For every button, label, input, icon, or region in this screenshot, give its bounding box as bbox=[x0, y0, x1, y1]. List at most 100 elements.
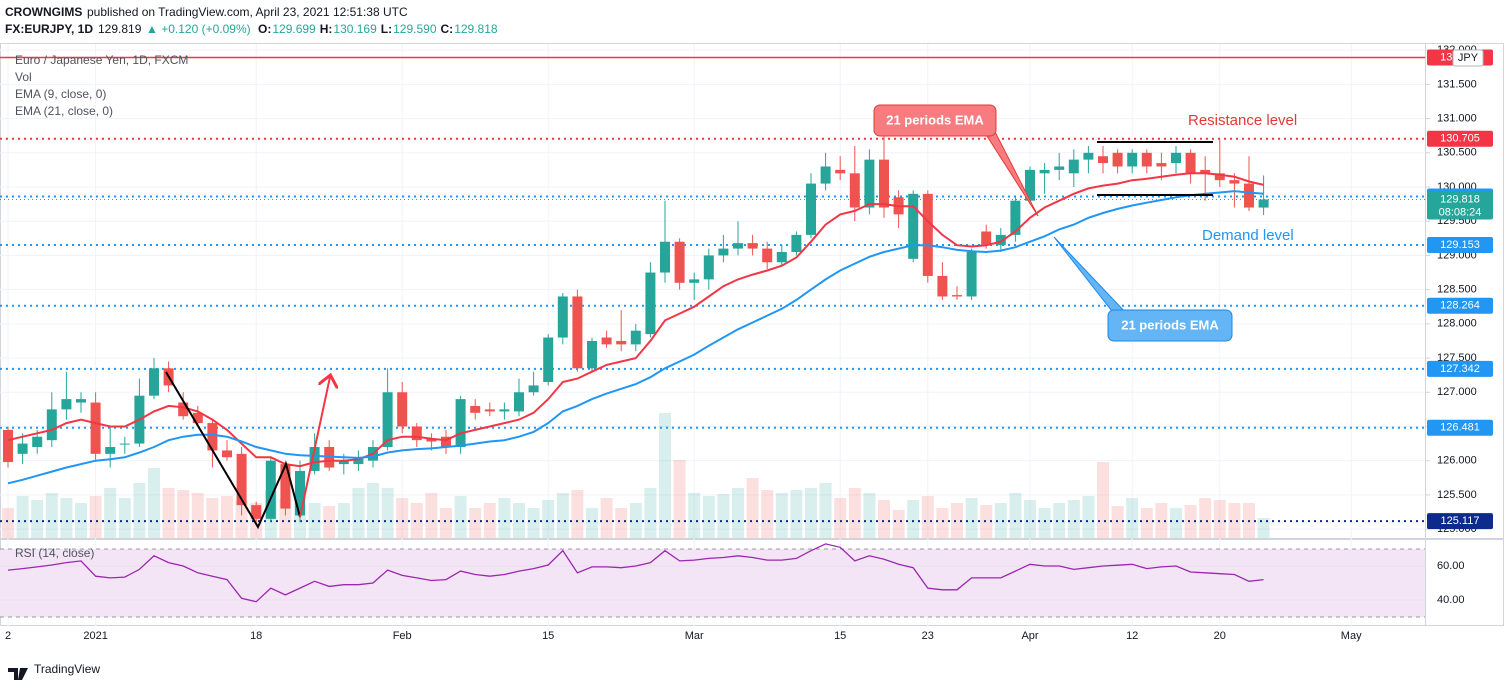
volume-bar bbox=[951, 503, 963, 538]
candle-body bbox=[703, 255, 714, 280]
volume-bar bbox=[352, 488, 365, 538]
candle-body bbox=[937, 275, 948, 297]
volume-bar bbox=[396, 498, 409, 538]
volume-bar bbox=[805, 488, 817, 538]
candle-body bbox=[1083, 152, 1094, 160]
candle-body bbox=[1258, 199, 1269, 208]
candle-body bbox=[353, 457, 364, 465]
candle-body bbox=[1054, 166, 1065, 170]
volume-bar bbox=[16, 496, 29, 538]
candle-body bbox=[178, 402, 189, 417]
candle-body bbox=[397, 392, 408, 427]
y-tick-label: 127.000 bbox=[1437, 386, 1477, 398]
volume-bar bbox=[848, 488, 861, 538]
candle-body bbox=[499, 409, 510, 412]
volume-bar bbox=[425, 493, 438, 538]
candle-body bbox=[820, 166, 831, 184]
volume-bar bbox=[921, 496, 934, 538]
volume-bar bbox=[878, 500, 890, 538]
price-level-label: 130.705 bbox=[1440, 133, 1480, 145]
callout-box bbox=[1107, 309, 1233, 342]
candle-body bbox=[441, 436, 451, 447]
rsi-line bbox=[7, 543, 1264, 603]
volume-bar bbox=[629, 503, 642, 538]
legend-ema: EMA (21, close, 0) bbox=[15, 104, 113, 118]
candle-body bbox=[61, 399, 72, 410]
x-tick-label: 12 bbox=[1126, 630, 1138, 642]
volume-bar bbox=[1170, 508, 1182, 538]
candle-body bbox=[1039, 169, 1050, 174]
volume-bar bbox=[118, 498, 131, 538]
drawings bbox=[165, 104, 1233, 530]
ohlc-value: 129.818 bbox=[454, 22, 498, 36]
candle-body bbox=[382, 392, 393, 447]
price-level-label: 129.153 bbox=[1440, 239, 1480, 251]
price-level-tag bbox=[1427, 236, 1493, 253]
volume-bar bbox=[162, 488, 175, 538]
volume-bar bbox=[1199, 498, 1212, 538]
candle-body bbox=[849, 173, 860, 208]
candle-body bbox=[718, 248, 729, 256]
volume-bar bbox=[89, 496, 102, 538]
candle-body bbox=[908, 193, 919, 259]
ohlc-value: 129.590 bbox=[393, 22, 437, 36]
volume-bar bbox=[221, 496, 233, 538]
volume-bar bbox=[907, 500, 920, 538]
candle-body bbox=[207, 423, 218, 451]
candle-body bbox=[32, 436, 43, 447]
candle-body bbox=[776, 252, 787, 263]
price-level-tag bbox=[1427, 419, 1493, 436]
annotation: Demand level bbox=[1202, 227, 1294, 244]
volume-bar bbox=[1053, 503, 1066, 538]
x-tick-label: May bbox=[1341, 630, 1362, 642]
candle-body bbox=[1185, 152, 1196, 174]
volume-bar bbox=[1213, 500, 1226, 538]
volume-bar bbox=[644, 488, 657, 538]
y-tick-label: 130.500 bbox=[1437, 147, 1477, 159]
candle-body bbox=[601, 337, 612, 345]
volume-bar bbox=[586, 508, 598, 538]
candle-body bbox=[587, 340, 597, 369]
candle-body bbox=[1141, 152, 1152, 167]
candle-body bbox=[543, 337, 554, 382]
y-tick-label: 125.500 bbox=[1437, 489, 1477, 501]
volume-bar bbox=[60, 498, 73, 538]
candle-body bbox=[17, 443, 28, 454]
volume-bar bbox=[556, 493, 569, 538]
volume-bar bbox=[206, 498, 219, 538]
volume-bar bbox=[761, 490, 774, 538]
ema-line bbox=[7, 190, 1264, 485]
annotation: Resistance level bbox=[1188, 112, 1297, 129]
volume-bar bbox=[980, 505, 993, 538]
y-tick-label: 131.000 bbox=[1437, 112, 1477, 124]
x-tick-label: Mar bbox=[685, 630, 704, 642]
volume-bar bbox=[1184, 505, 1197, 538]
ohlc-value: 129.699 bbox=[272, 22, 316, 36]
volume-bar bbox=[702, 496, 715, 538]
candle-body bbox=[689, 279, 700, 283]
chart-frame bbox=[0, 43, 1504, 626]
callout-box bbox=[873, 104, 997, 137]
candle-body bbox=[747, 243, 758, 249]
volume-bar bbox=[994, 503, 1007, 538]
volume-bar bbox=[819, 483, 832, 538]
volume-bar bbox=[892, 510, 905, 538]
x-tick-label: 2 bbox=[5, 630, 11, 642]
volume-bar bbox=[615, 508, 628, 538]
candle-body bbox=[222, 450, 232, 458]
x-tick-label: 23 bbox=[922, 630, 934, 642]
rsi-pane bbox=[0, 543, 1425, 618]
candle-body bbox=[192, 412, 203, 424]
candle-body bbox=[411, 426, 422, 441]
price-level-tag bbox=[1427, 130, 1493, 147]
volume-bar bbox=[1009, 493, 1022, 538]
volume-bar bbox=[790, 490, 803, 538]
x-tick-label: 15 bbox=[542, 630, 554, 642]
candle-body bbox=[674, 241, 685, 283]
volume-bar bbox=[746, 478, 759, 538]
footer-logo bbox=[8, 668, 28, 680]
candle-body bbox=[1112, 152, 1123, 167]
candle-body bbox=[514, 392, 524, 412]
ohlc-label: H: bbox=[320, 22, 333, 36]
